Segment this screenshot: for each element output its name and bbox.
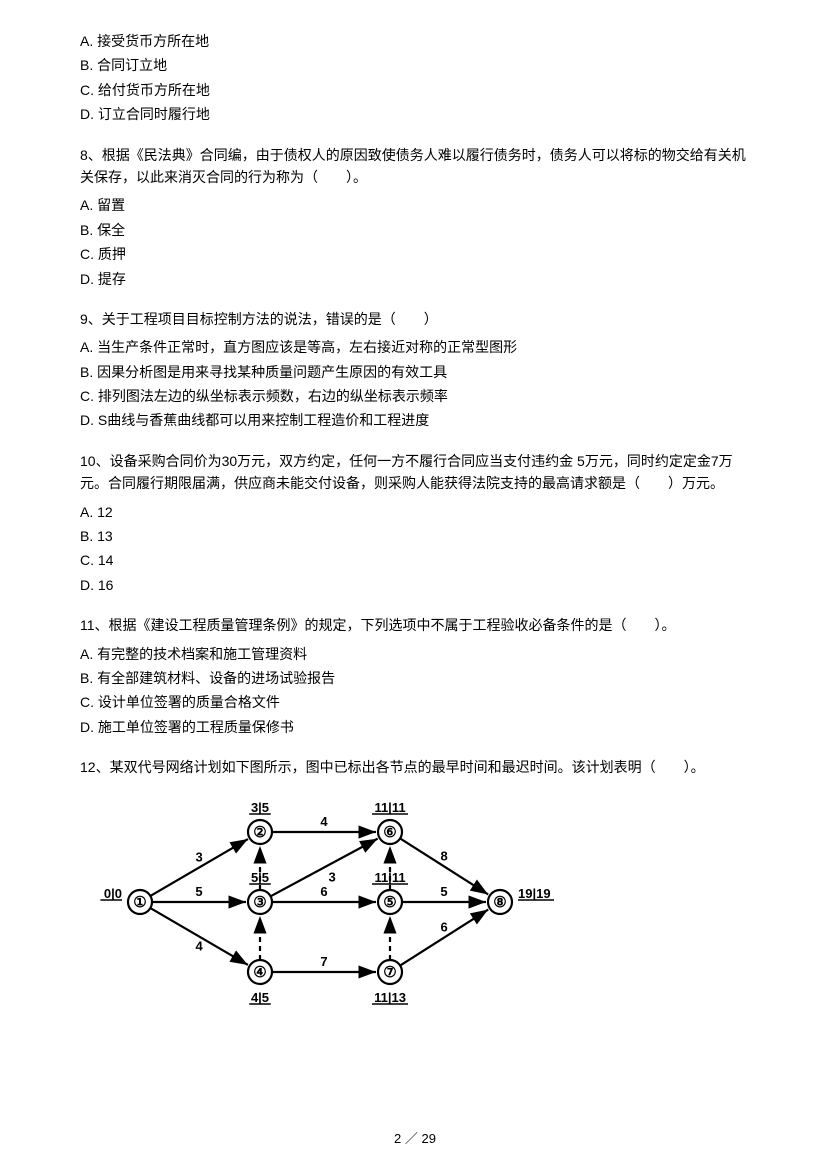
question-stem: 12、某双代号网络计划如下图所示，图中已标出各节点的最早时间和最迟时间。该计划表…	[80, 756, 750, 778]
question-stem: 10、设备采购合同价为30万元，双方约定，任何一方不履行合同应当支付违约金 5万…	[80, 450, 750, 495]
svg-text:19|19: 19|19	[518, 886, 551, 901]
question-9: 9、关于工程项目目标控制方法的说法，错误的是（ ） A. 当生产条件正常时，直方…	[80, 308, 750, 432]
svg-text:7: 7	[320, 954, 327, 969]
option-b: B. 保全	[80, 219, 750, 241]
svg-text:⑦: ⑦	[383, 964, 396, 981]
option-c: C. 设计单位签署的质量合格文件	[80, 691, 750, 713]
svg-text:④: ④	[253, 964, 266, 981]
svg-text:4: 4	[196, 938, 204, 953]
svg-text:4|5: 4|5	[251, 990, 269, 1005]
option-d: D. 16	[80, 574, 750, 596]
svg-text:3: 3	[329, 869, 336, 884]
option-b: B. 合同订立地	[80, 54, 750, 76]
question-stem: 9、关于工程项目目标控制方法的说法，错误的是（ ）	[80, 308, 750, 330]
question-10: 10、设备采购合同价为30万元，双方约定，任何一方不履行合同应当支付违约金 5万…	[80, 450, 750, 596]
option-d: D. 订立合同时履行地	[80, 103, 750, 125]
svg-text:11|11: 11|11	[374, 800, 405, 815]
option-c: C. 排列图法左边的纵坐标表示频数，右边的纵坐标表示频率	[80, 385, 750, 407]
option-a: A. 12	[80, 501, 750, 523]
option-d: D. S曲线与香蕉曲线都可以用来控制工程造价和工程进度	[80, 409, 750, 431]
option-b: B. 因果分析图是用来寻找某种质量问题产生原因的有效工具	[80, 361, 750, 383]
svg-text:⑧: ⑧	[493, 894, 506, 911]
option-a: A. 当生产条件正常时，直方图应该是等高，左右接近对称的正常型图形	[80, 336, 750, 358]
question-12: 12、某双代号网络计划如下图所示，图中已标出各节点的最早时间和最迟时间。该计划表…	[80, 756, 750, 1018]
page-footer: 2 ／ 29	[0, 1129, 830, 1150]
svg-text:8: 8	[441, 848, 448, 863]
option-a: A. 接受货币方所在地	[80, 30, 750, 52]
option-c: C. 质押	[80, 243, 750, 265]
svg-text:6: 6	[441, 919, 448, 934]
svg-text:②: ②	[253, 824, 266, 841]
svg-text:3|5: 3|5	[251, 800, 269, 815]
svg-text:5|5: 5|5	[251, 870, 269, 885]
option-a: A. 有完整的技术档案和施工管理资料	[80, 643, 750, 665]
svg-text:0|0: 0|0	[104, 886, 122, 901]
svg-text:⑤: ⑤	[383, 894, 396, 911]
svg-text:3: 3	[196, 849, 203, 864]
svg-text:5: 5	[195, 884, 202, 899]
network-diagram: 3544367856①0|0②3|5③5|5④4|5⑤11|11⑥11|11⑦1…	[100, 787, 750, 1018]
option-b: B. 13	[80, 525, 750, 547]
svg-text:6: 6	[320, 884, 327, 899]
question-stem: 11、根据《建设工程质量管理条例》的规定，下列选项中不属于工程验收必备条件的是（…	[80, 614, 750, 636]
question-7-options: A. 接受货币方所在地 B. 合同订立地 C. 给付货币方所在地 D. 订立合同…	[80, 30, 750, 126]
question-stem: 8、根据《民法典》合同编，由于债权人的原因致使债务人难以履行债务时，债务人可以将…	[80, 144, 750, 189]
svg-text:11|11: 11|11	[374, 870, 405, 885]
svg-text:⑥: ⑥	[383, 824, 396, 841]
option-d: D. 提存	[80, 268, 750, 290]
option-b: B. 有全部建筑材料、设备的进场试验报告	[80, 667, 750, 689]
question-8: 8、根据《民法典》合同编，由于债权人的原因致使债务人难以履行债务时，债务人可以将…	[80, 144, 750, 290]
svg-text:③: ③	[253, 894, 266, 911]
svg-text:4: 4	[320, 814, 328, 829]
option-c: C. 给付货币方所在地	[80, 79, 750, 101]
question-11: 11、根据《建设工程质量管理条例》的规定，下列选项中不属于工程验收必备条件的是（…	[80, 614, 750, 738]
svg-text:11|13: 11|13	[374, 990, 406, 1005]
option-d: D. 施工单位签署的工程质量保修书	[80, 716, 750, 738]
svg-text:①: ①	[133, 894, 146, 911]
option-c: C. 14	[80, 549, 750, 571]
svg-text:5: 5	[440, 884, 447, 899]
option-a: A. 留置	[80, 194, 750, 216]
